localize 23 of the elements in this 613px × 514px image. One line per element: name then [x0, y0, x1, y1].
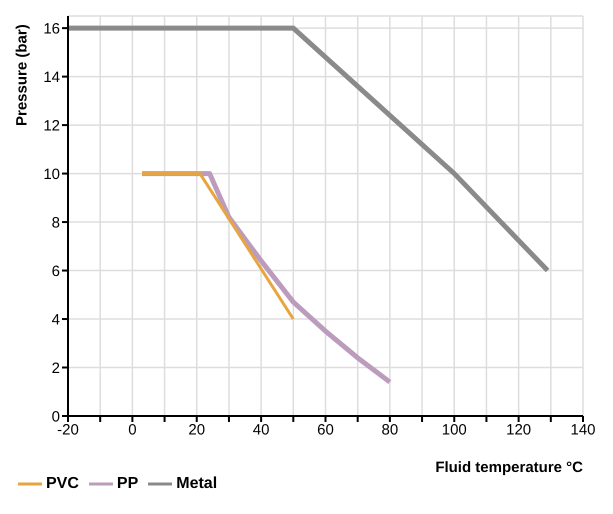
x-tick-label: -20 [57, 422, 79, 439]
y-tick-label: 4 [52, 311, 60, 328]
x-tick-label: 140 [570, 422, 596, 439]
x-tick-label: 100 [442, 422, 467, 439]
x-tick-label: 120 [506, 422, 532, 439]
y-tick-label: 0 [52, 408, 60, 426]
x-tick-label: 40 [252, 422, 270, 439]
y-axis-title: Pressure (bar) [14, 24, 31, 126]
x-tick-label: 0 [128, 422, 137, 439]
y-tick-label: 2 [52, 360, 60, 377]
y-tick-label: 14 [43, 68, 60, 86]
x-axis-title: Fluid temperature °C [435, 459, 584, 476]
legend-label: PP [116, 475, 138, 492]
x-tick-label: 80 [382, 422, 398, 439]
y-tick-label: 16 [43, 20, 60, 38]
x-tick-label: 20 [188, 422, 206, 439]
x-tick-label: 60 [317, 422, 334, 439]
y-tick-label: 6 [52, 262, 60, 280]
y-tick-label: 12 [43, 117, 60, 134]
y-tick-label: 8 [52, 214, 60, 232]
legend-label: Metal [176, 475, 218, 492]
legend-label: PVC [46, 475, 79, 492]
y-tick-label: 10 [43, 166, 60, 183]
